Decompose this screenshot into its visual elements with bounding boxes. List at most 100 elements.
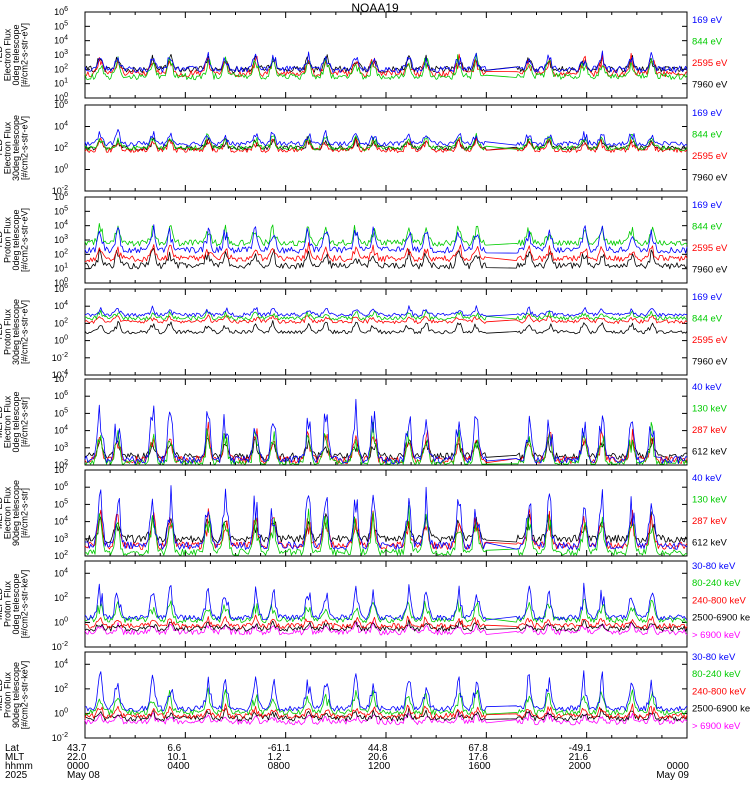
y-tick-label: 106 [54, 6, 68, 17]
legend-entry: 240-800 keV [692, 595, 747, 606]
y-tick-label: 10-2 [52, 641, 68, 652]
series-line [84, 398, 688, 465]
series-line [84, 436, 688, 461]
series-line [84, 224, 688, 254]
y-axis-label: MEPEDElectron Flux0deg telescope[#/cm2-s… [0, 391, 30, 452]
y-tick-label: 102 [54, 592, 68, 603]
panel-frame [84, 196, 688, 284]
series-line [85, 485, 688, 550]
y-tick-label: 106 [54, 283, 68, 294]
y-tick-label: 100 [54, 92, 68, 103]
legend-entry: 7960 eV [692, 173, 728, 184]
y-tick-label: 105 [54, 498, 68, 509]
legend-entry: 169 eV [692, 292, 723, 303]
y-tick-label: 106 [54, 481, 68, 492]
footer-lat-value: -49.1 [568, 743, 592, 754]
legend-entry: 844 eV [692, 314, 723, 325]
panel-6: 102 103 104 105 106 107 MEPEDElectron Flux90de… [0, 464, 728, 561]
legend-entry: 7960 eV [692, 265, 728, 276]
footer-hhmm-value: 1200 [368, 761, 391, 772]
panel-3: 100 101 102 103 104 105 106 TEDProton Flux0deg … [0, 191, 728, 288]
series-line [84, 50, 688, 73]
footer-hhmm-value: 0800 [267, 761, 290, 772]
series-line [84, 421, 688, 465]
legend-entry: 40 keV [692, 473, 722, 484]
legend-entry: 130 keV [692, 404, 728, 415]
legend-entry: > 6900 keV [692, 721, 741, 732]
footer-lat-value: -61.1 [267, 743, 291, 754]
footer-lat-value: 67.8 [468, 743, 488, 754]
legend-entry: 7960 eV [692, 80, 728, 91]
y-tick-label: 102 [54, 63, 68, 74]
y-axis-label: TEDProton Flux0deg telescope[#/cm2-s-str… [0, 208, 30, 272]
series-line [84, 614, 688, 630]
y-axis-label: TEDElectron Flux30deg telescope[#/cm2-s-… [0, 115, 30, 181]
y-axis-label: MEPEDElectron Flux90deg telescope[#/cm2-… [0, 480, 30, 546]
legend-entry: 7960 eV [692, 357, 728, 368]
legend-entry: 2595 eV [692, 58, 728, 69]
y-tick-label: 102 [54, 459, 68, 470]
series-line [84, 582, 688, 621]
footer-mlt-value: 20.6 [368, 752, 388, 763]
footer-mlt-value: 21.6 [568, 752, 589, 763]
footer-row-label: 2025 [5, 770, 28, 781]
panel-frame [84, 288, 688, 376]
legend-entry: 40 keV [692, 382, 722, 393]
footer-date-value: May 08 [67, 770, 100, 781]
y-tick-label: 103 [54, 533, 68, 544]
y-tick-label: 10-2 [52, 352, 68, 363]
y-tick-label: 101 [54, 78, 68, 89]
series-line [84, 247, 688, 270]
series-line [85, 310, 688, 321]
legend-entry: 80-240 keV [692, 578, 741, 589]
y-tick-label: 105 [54, 407, 68, 418]
series-line [84, 242, 688, 263]
y-tick-label: 103 [54, 442, 68, 453]
footer-lat-value: 6.6 [167, 743, 182, 754]
y-tick-label: 107 [54, 373, 68, 384]
y-tick-label: 100 [54, 164, 68, 175]
y-tick-label: 103 [54, 49, 68, 60]
series-line [84, 52, 688, 78]
series-line [84, 598, 688, 624]
series-line [84, 52, 688, 81]
legend-entry: 2500-6900 keV [692, 704, 750, 715]
footer-lat-value: 44.8 [368, 743, 388, 754]
series-line [84, 687, 688, 716]
panel-frame [84, 378, 688, 466]
y-tick-label: 10-2 [52, 732, 68, 743]
y-tick-label: 102 [54, 550, 68, 561]
y-tick-label: 105 [54, 20, 68, 31]
panel-4: 10-4 10-2 100 102 104 106 TEDProton Flux30deg … [0, 283, 728, 380]
series-line [84, 314, 688, 324]
y-tick-label: 10-4 [52, 369, 68, 380]
footer-mlt-value: 22.0 [67, 752, 87, 763]
series-line [84, 670, 688, 712]
y-tick-label: 105 [54, 205, 68, 216]
y-axis-label: MEPEDProton Flux0deg telescope[#/cm2-s-s… [0, 570, 30, 639]
legend-entry: > 6900 keV [692, 630, 741, 641]
y-tick-label: 100 [54, 707, 68, 718]
footer-hhmm-value: 0000 [666, 761, 689, 772]
y-axis-label: TEDProton Flux30deg telescope[#/cm2-s-st… [0, 299, 30, 365]
panel-1: 100 101 102 103 104 105 106 TEDElectron Flux0de… [0, 6, 728, 103]
y-tick-label: 104 [54, 516, 68, 527]
legend-entry: 30-80 keV [692, 561, 736, 572]
footer-row-label: hhmm [5, 761, 33, 772]
panel-7: 10-2 100 102 104 MEPEDProton Flux0deg telesc… [0, 560, 750, 652]
y-tick-label: 102 [54, 142, 68, 153]
y-tick-label: 104 [54, 300, 68, 311]
footer-hhmm-value: 0400 [167, 761, 190, 772]
footer-row-label: Lat [5, 743, 19, 754]
y-tick-label: 104 [54, 567, 68, 578]
y-tick-label: 104 [54, 425, 68, 436]
y-tick-label: 100 [54, 335, 68, 346]
y-tick-label: 104 [54, 121, 68, 132]
y-tick-label: 104 [54, 220, 68, 231]
panel-5: 102 103 104 105 106 107 MEPEDElectron Flux0deg… [0, 373, 728, 470]
legend-entry: 2595 eV [692, 335, 728, 346]
legend-entry: 287 keV [692, 516, 728, 527]
series-line [84, 620, 688, 636]
panel-frame [84, 11, 688, 99]
